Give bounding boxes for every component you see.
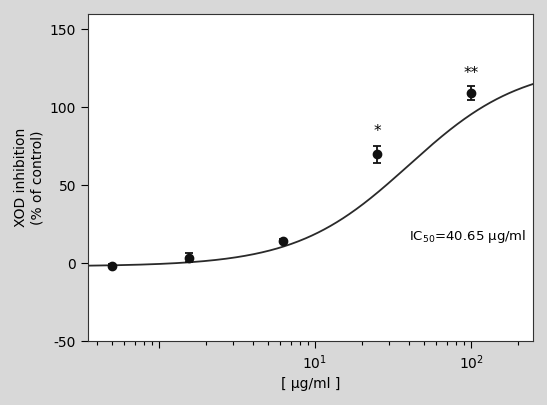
- Y-axis label: XOD inhibition
(% of control): XOD inhibition (% of control): [14, 128, 44, 227]
- X-axis label: [ μg/ml ]: [ μg/ml ]: [281, 377, 340, 391]
- Text: *: *: [373, 124, 381, 139]
- Text: IC$_{50}$=40.65 μg/ml: IC$_{50}$=40.65 μg/ml: [409, 228, 526, 245]
- Text: **: **: [463, 66, 479, 81]
